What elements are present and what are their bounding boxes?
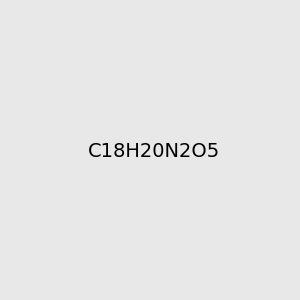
Text: C18H20N2O5: C18H20N2O5 xyxy=(88,142,220,161)
